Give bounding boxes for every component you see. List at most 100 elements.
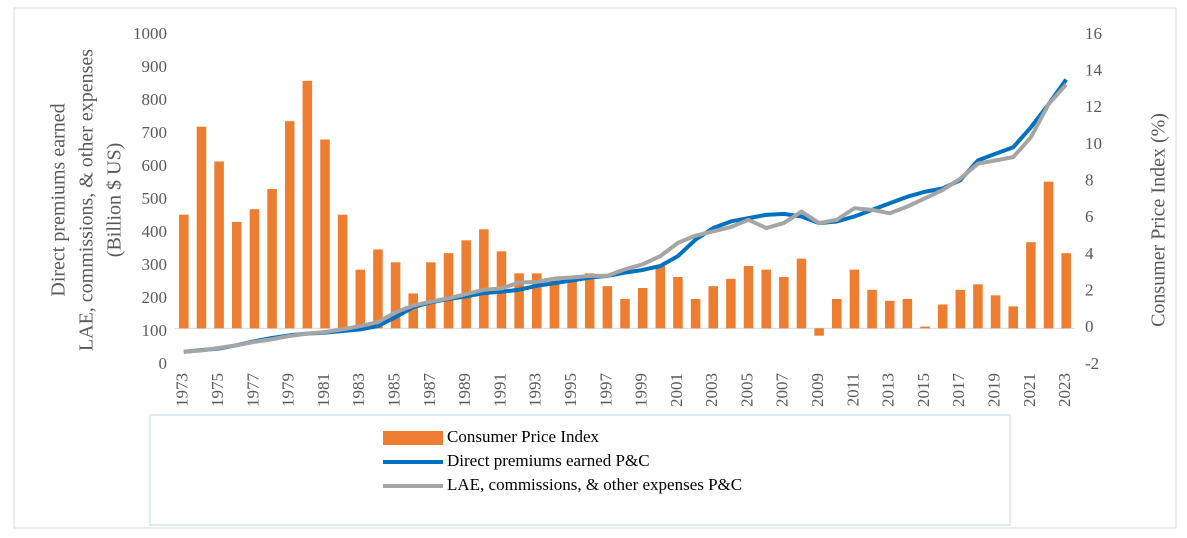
y-axis-label: Direct premiums earned xyxy=(48,103,70,296)
y-tick-label: 100 xyxy=(142,321,168,340)
y2-tick-label: -2 xyxy=(1085,354,1099,373)
bar xyxy=(1026,242,1036,329)
bar xyxy=(726,278,736,329)
bar xyxy=(690,299,701,329)
bar xyxy=(249,209,260,329)
bar xyxy=(637,288,648,329)
y2-tick-label: 2 xyxy=(1085,281,1094,300)
bar xyxy=(196,126,207,329)
bar xyxy=(584,273,595,329)
y-axis-label: (Billion $ US) xyxy=(104,143,126,257)
y2-tick-label: 10 xyxy=(1085,134,1102,153)
y-tick-label: 400 xyxy=(142,222,168,241)
x-tick-label: 2023 xyxy=(1055,373,1074,407)
bar xyxy=(779,277,789,329)
bar xyxy=(390,262,401,329)
x-tick-label: 1991 xyxy=(490,373,509,407)
x-tick-label: 2009 xyxy=(808,373,827,407)
x-tick-label: 1981 xyxy=(314,373,333,407)
y-tick-label: 300 xyxy=(142,255,168,274)
bar xyxy=(337,214,348,329)
bar xyxy=(708,286,718,329)
y-tick-label: 0 xyxy=(159,354,168,373)
bar xyxy=(849,269,860,329)
chart-frame xyxy=(13,7,1177,529)
bar xyxy=(920,326,930,329)
bar xyxy=(532,273,542,329)
legend-label: LAE, commissions, & other expenses P&C xyxy=(447,475,742,494)
bar xyxy=(796,258,807,329)
bar xyxy=(549,280,560,329)
y2-tick-label: 8 xyxy=(1085,171,1094,190)
bar xyxy=(761,269,771,329)
bar xyxy=(832,299,842,329)
bar xyxy=(232,222,242,329)
bar xyxy=(426,262,436,329)
x-tick-label: 1995 xyxy=(561,373,580,407)
bar xyxy=(990,295,1001,329)
x-tick-label: 2013 xyxy=(879,373,898,407)
y-tick-label: 700 xyxy=(142,123,168,142)
x-tick-label: 1975 xyxy=(208,373,227,407)
y-tick-label: 800 xyxy=(142,90,168,109)
y-tick-label: 900 xyxy=(142,57,168,76)
bar xyxy=(1061,253,1071,329)
x-tick-label: 2001 xyxy=(667,373,686,407)
bar xyxy=(514,273,524,329)
bar xyxy=(302,80,313,329)
x-tick-label: 1997 xyxy=(596,373,615,408)
y-tick-label: 500 xyxy=(142,189,168,208)
x-tick-label: 1979 xyxy=(279,373,298,407)
y-tick-label: 1000 xyxy=(133,24,167,43)
bar xyxy=(620,299,630,329)
bar xyxy=(867,289,877,329)
bar xyxy=(267,189,277,329)
x-tick-label: 2015 xyxy=(914,373,933,407)
bar xyxy=(902,299,913,329)
y-tick-label: 600 xyxy=(142,156,168,175)
bar xyxy=(1008,306,1018,329)
bar xyxy=(179,214,189,329)
x-tick-label: 1973 xyxy=(173,373,192,407)
y2-tick-label: 4 xyxy=(1085,244,1094,263)
y2-tick-label: 0 xyxy=(1085,317,1094,336)
line xyxy=(183,83,1068,354)
bar xyxy=(814,328,824,336)
x-tick-label: 2005 xyxy=(737,373,756,407)
bar xyxy=(284,121,295,329)
bar xyxy=(955,289,966,329)
y-axis-label: LAE, commissions, & other expenses xyxy=(76,49,98,351)
x-tick-label: 2017 xyxy=(949,373,968,408)
legend-swatch xyxy=(383,431,443,445)
bar xyxy=(214,161,224,329)
bar xyxy=(373,249,383,329)
x-tick-label: 1983 xyxy=(349,373,368,407)
bar xyxy=(1043,181,1054,329)
x-tick-label: 2019 xyxy=(984,373,1003,407)
x-tick-label: 2021 xyxy=(1020,373,1039,407)
bar xyxy=(355,269,366,329)
bar xyxy=(673,277,683,329)
y-tick-label: 200 xyxy=(142,288,168,307)
bar xyxy=(602,286,613,329)
x-tick-label: 1977 xyxy=(243,373,262,408)
x-tick-label: 1989 xyxy=(455,373,474,407)
bar xyxy=(655,266,666,329)
bar xyxy=(743,266,754,329)
legend-box xyxy=(149,414,1011,526)
bar xyxy=(443,253,454,329)
legend-label: Consumer Price Index xyxy=(447,427,600,446)
legend-label: Direct premiums earned P&C xyxy=(447,451,650,470)
x-tick-label: 2007 xyxy=(773,373,792,408)
x-tick-label: 1987 xyxy=(420,373,439,408)
bar xyxy=(479,229,489,329)
bar xyxy=(567,277,577,329)
y2-tick-label: 6 xyxy=(1085,207,1094,226)
bar xyxy=(320,139,330,329)
y2-tick-label: 12 xyxy=(1085,97,1102,116)
bar xyxy=(408,293,418,329)
bar xyxy=(461,240,471,329)
x-tick-label: 1993 xyxy=(526,373,545,407)
bar xyxy=(884,300,895,329)
